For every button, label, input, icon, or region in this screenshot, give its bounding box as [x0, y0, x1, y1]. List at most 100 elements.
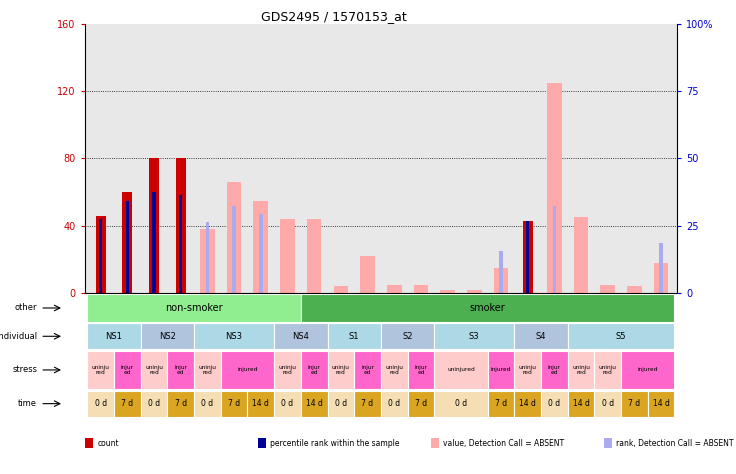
Bar: [494, 268, 509, 293]
Bar: [499, 251, 503, 293]
Text: 7 d: 7 d: [228, 399, 240, 408]
Bar: [114, 351, 141, 389]
Bar: [205, 222, 209, 293]
Bar: [328, 391, 354, 417]
Text: non-smoker: non-smoker: [166, 303, 223, 313]
Bar: [440, 290, 455, 293]
Bar: [149, 158, 159, 293]
Bar: [88, 391, 114, 417]
Text: injured: injured: [637, 367, 658, 373]
Bar: [301, 351, 328, 389]
Text: uninju
red: uninju red: [332, 365, 350, 375]
Bar: [387, 285, 402, 293]
Text: uninju
red: uninju red: [278, 365, 297, 375]
Text: 0 d: 0 d: [202, 399, 213, 408]
Bar: [360, 256, 375, 293]
Text: uninju
red: uninju red: [145, 365, 163, 375]
Text: count: count: [97, 439, 118, 447]
Text: 14 d: 14 d: [653, 399, 670, 408]
Bar: [307, 219, 322, 293]
Text: 0 d: 0 d: [455, 399, 467, 408]
Bar: [434, 391, 488, 417]
Text: uninju
red: uninju red: [385, 365, 403, 375]
Text: smoker: smoker: [470, 303, 506, 313]
Bar: [381, 391, 408, 417]
Bar: [301, 391, 328, 417]
Bar: [200, 229, 215, 293]
Text: S1: S1: [349, 332, 359, 341]
Bar: [354, 391, 381, 417]
Text: NS1: NS1: [105, 332, 122, 341]
Text: other: other: [15, 303, 38, 312]
Bar: [595, 391, 621, 417]
Text: 0 d: 0 d: [601, 399, 614, 408]
Text: NS4: NS4: [292, 332, 309, 341]
Text: 7 d: 7 d: [361, 399, 374, 408]
Bar: [381, 323, 434, 349]
Bar: [259, 214, 263, 293]
Text: 14 d: 14 d: [573, 399, 590, 408]
Text: injur
ed: injur ed: [414, 365, 428, 375]
Bar: [227, 182, 241, 293]
Text: 0 d: 0 d: [95, 399, 107, 408]
Bar: [167, 351, 194, 389]
Text: S3: S3: [469, 332, 480, 341]
Text: injur
ed: injur ed: [308, 365, 321, 375]
Bar: [541, 391, 567, 417]
Bar: [467, 290, 481, 293]
Bar: [167, 391, 194, 417]
Text: injur
ed: injur ed: [548, 365, 561, 375]
Bar: [179, 195, 183, 293]
Bar: [595, 351, 621, 389]
Bar: [541, 351, 567, 389]
Text: NS2: NS2: [159, 332, 176, 341]
Text: injur
ed: injur ed: [174, 365, 187, 375]
Text: 7 d: 7 d: [174, 399, 187, 408]
Bar: [408, 351, 434, 389]
Bar: [274, 323, 328, 349]
Bar: [141, 323, 194, 349]
Bar: [122, 192, 132, 293]
Text: 0 d: 0 d: [148, 399, 160, 408]
Bar: [194, 351, 221, 389]
Text: S5: S5: [616, 332, 626, 341]
Text: time: time: [18, 399, 38, 408]
Text: injured: injured: [237, 367, 258, 373]
Bar: [221, 351, 274, 389]
Text: injur
ed: injur ed: [121, 365, 134, 375]
Text: injur
ed: injur ed: [361, 365, 374, 375]
Bar: [514, 391, 541, 417]
Bar: [328, 351, 354, 389]
Text: injured: injured: [491, 367, 512, 373]
Text: rank, Detection Call = ABSENT: rank, Detection Call = ABSENT: [616, 439, 734, 447]
Bar: [247, 391, 274, 417]
Bar: [488, 391, 514, 417]
Bar: [354, 351, 381, 389]
Bar: [648, 391, 674, 417]
Bar: [99, 219, 102, 293]
Bar: [567, 351, 595, 389]
Bar: [601, 285, 615, 293]
Text: 14 d: 14 d: [305, 399, 322, 408]
Text: 7 d: 7 d: [121, 399, 133, 408]
Bar: [253, 201, 268, 293]
Text: 0 d: 0 d: [335, 399, 347, 408]
Bar: [523, 221, 533, 293]
Bar: [274, 391, 301, 417]
Bar: [88, 294, 301, 322]
Text: 7 d: 7 d: [629, 399, 640, 408]
Bar: [573, 218, 588, 293]
Bar: [659, 243, 663, 293]
Bar: [408, 391, 434, 417]
Title: GDS2495 / 1570153_at: GDS2495 / 1570153_at: [261, 9, 406, 23]
Text: S2: S2: [403, 332, 413, 341]
Text: uninju
red: uninju red: [92, 365, 110, 375]
Bar: [141, 351, 167, 389]
Text: individual: individual: [0, 332, 38, 341]
Text: 7 d: 7 d: [415, 399, 427, 408]
Bar: [333, 286, 348, 293]
Text: 14 d: 14 d: [519, 399, 536, 408]
Bar: [141, 391, 167, 417]
Text: 0 d: 0 d: [548, 399, 560, 408]
Bar: [488, 351, 514, 389]
